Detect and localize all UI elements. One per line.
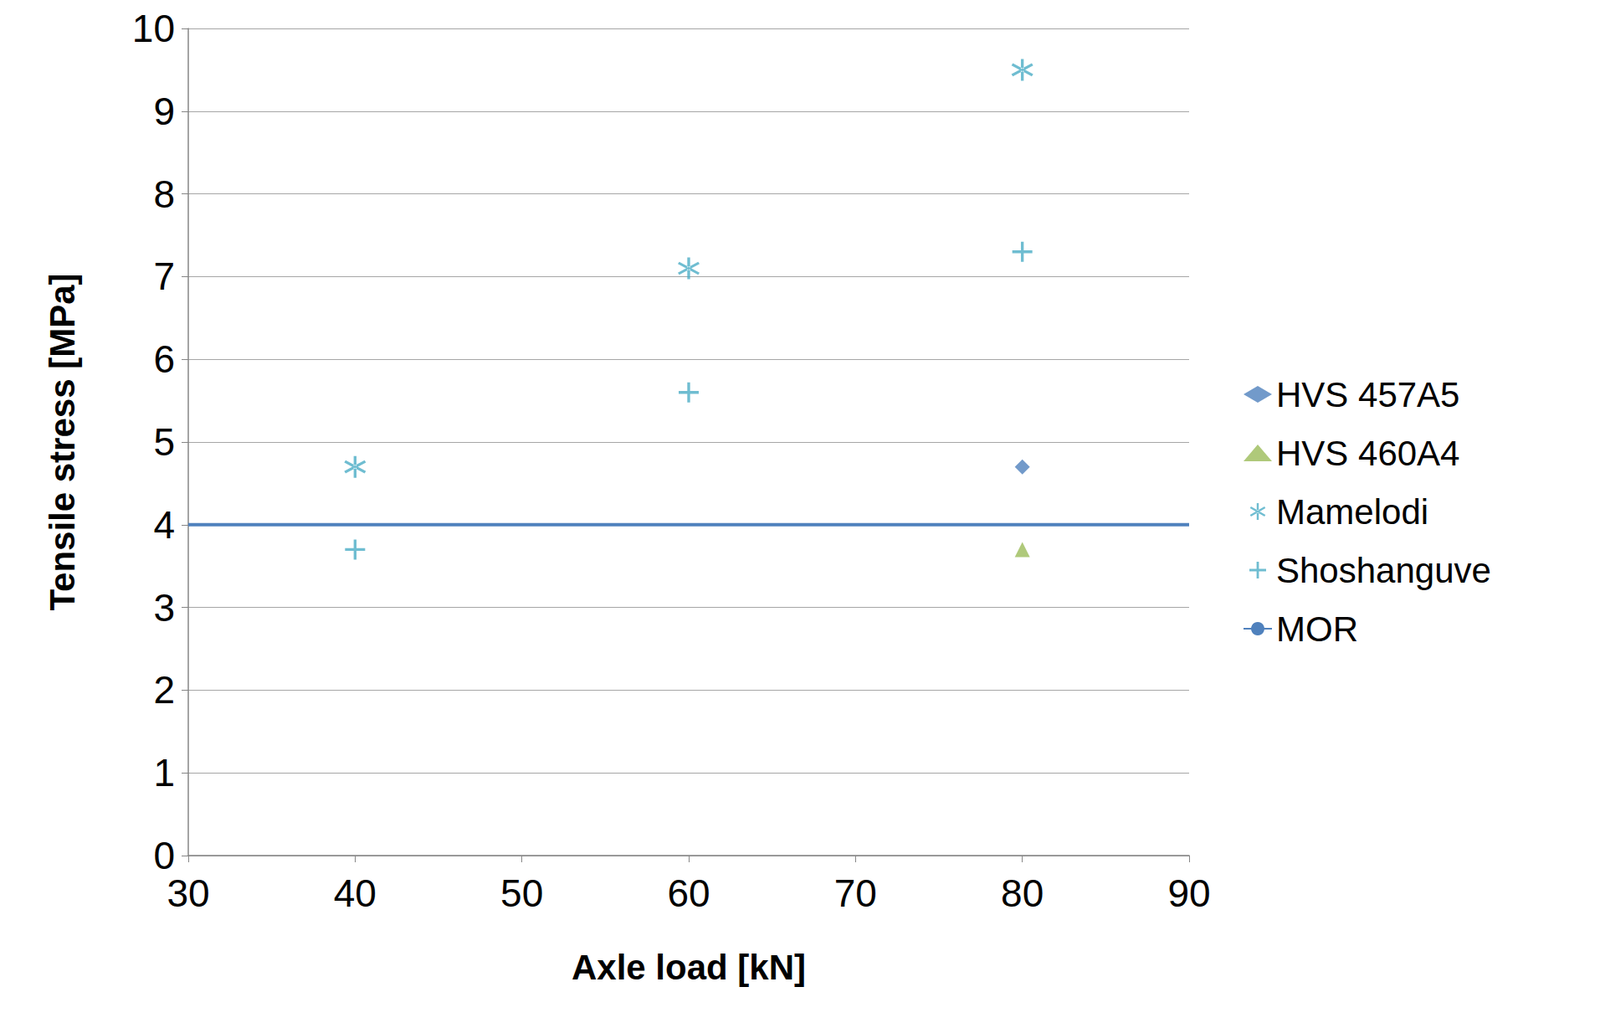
svg-text:80: 80 (1000, 871, 1044, 915)
svg-text:30: 30 (166, 871, 210, 915)
svg-text:MOR: MOR (1276, 609, 1359, 649)
svg-text:8: 8 (153, 172, 175, 216)
svg-text:40: 40 (333, 871, 377, 915)
svg-text:6: 6 (153, 337, 175, 381)
svg-text:9: 9 (153, 89, 175, 134)
svg-text:3: 3 (153, 585, 175, 630)
svg-text:10: 10 (132, 6, 175, 51)
svg-text:7: 7 (153, 254, 175, 298)
svg-text:HVS 460A4: HVS 460A4 (1276, 433, 1460, 473)
svg-text:HVS 457A5: HVS 457A5 (1276, 374, 1460, 415)
svg-text:70: 70 (834, 871, 877, 915)
svg-text:5: 5 (153, 420, 175, 464)
svg-text:Mamelodi: Mamelodi (1276, 492, 1429, 532)
svg-text:Tensile stress [MPa]: Tensile stress [MPa] (42, 272, 83, 611)
svg-text:4: 4 (153, 502, 175, 547)
svg-text:Axle load [kN]: Axle load [kN] (571, 947, 806, 987)
svg-text:2: 2 (153, 667, 175, 712)
svg-text:60: 60 (666, 871, 710, 915)
svg-text:50: 50 (500, 871, 544, 915)
svg-text:0: 0 (153, 833, 175, 877)
svg-text:Shoshanguve: Shoshanguve (1276, 550, 1492, 590)
svg-text:90: 90 (1167, 871, 1211, 915)
svg-text:1: 1 (153, 750, 175, 795)
